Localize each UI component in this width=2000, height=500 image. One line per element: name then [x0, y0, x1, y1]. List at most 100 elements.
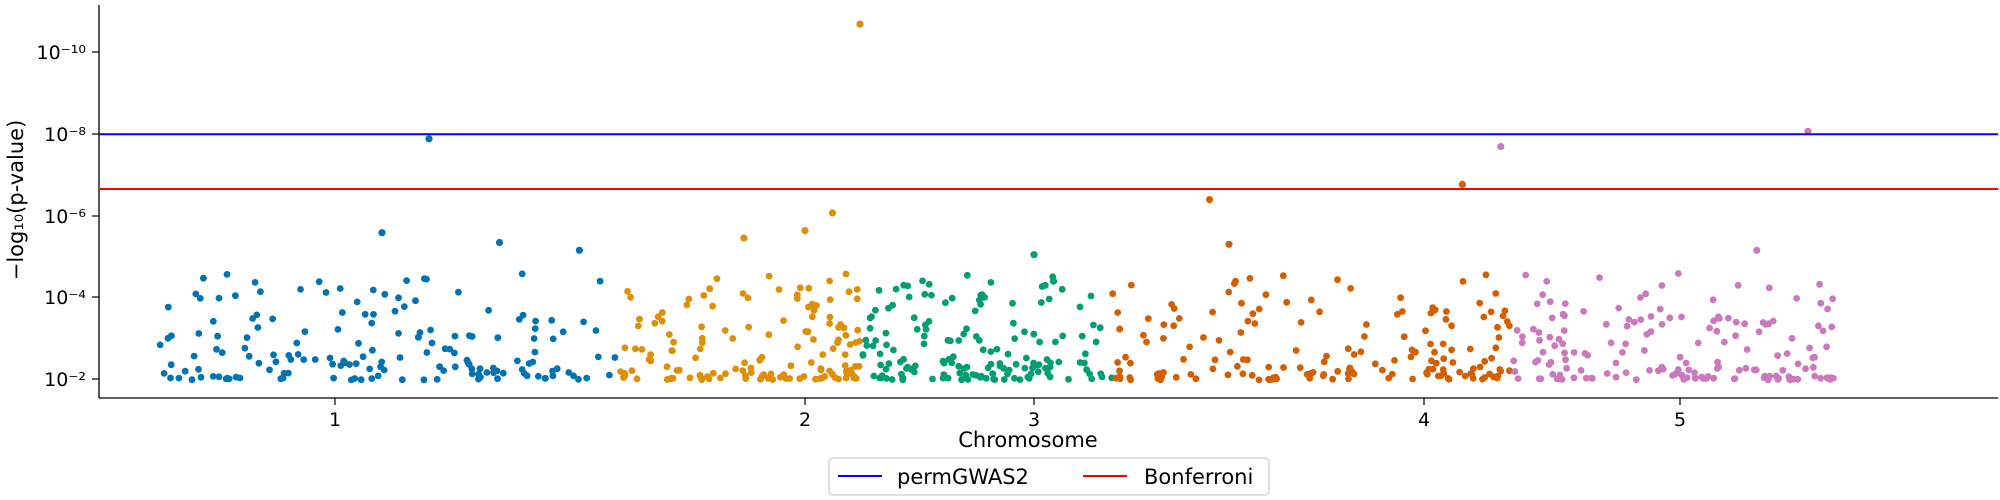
snp-point: [698, 323, 705, 331]
snp-point: [1431, 306, 1439, 314]
snp-point: [531, 348, 539, 356]
snp-point: [340, 357, 348, 365]
snp-point: [856, 338, 863, 345]
snp-point: [214, 332, 222, 340]
snp-point: [433, 375, 441, 383]
snp-point: [826, 296, 834, 303]
snp-point: [1209, 365, 1217, 373]
snp-point: [1732, 332, 1739, 340]
snp-point: [1047, 359, 1054, 367]
snp-point: [1440, 355, 1448, 363]
snp-point: [374, 372, 382, 380]
snp-point: [1570, 374, 1578, 382]
snp-point: [352, 360, 360, 368]
snp-point: [1319, 372, 1327, 380]
snp-point: [195, 330, 203, 337]
snp-point: [369, 346, 376, 354]
snp-point: [1037, 299, 1045, 306]
snp-point: [1513, 327, 1521, 334]
snp-point: [1397, 294, 1404, 302]
snp-point: [996, 362, 1004, 370]
snp-point: [245, 352, 253, 360]
snp-point: [1546, 298, 1554, 306]
snp-point: [1545, 361, 1553, 368]
snp-point: [888, 376, 896, 383]
snp-point: [1562, 356, 1569, 364]
snp-point: [1674, 270, 1682, 277]
snp-point: [1059, 332, 1067, 340]
snp-point: [1750, 366, 1758, 374]
snp-point: [769, 376, 777, 383]
snp-point: [1802, 365, 1809, 373]
snp-point: [882, 365, 890, 373]
x-tick-4: 4: [1418, 398, 1430, 431]
snp-point: [1394, 310, 1401, 318]
snp-point: [1431, 348, 1438, 356]
x-tick-label: 4: [1418, 409, 1430, 431]
snp-point-top: [1753, 246, 1761, 254]
snp-point: [846, 341, 854, 348]
snp-point: [243, 334, 251, 341]
x-tick-2: 2: [799, 398, 811, 431]
snp-point: [692, 354, 699, 362]
snp-point: [1055, 358, 1063, 366]
snp-point: [164, 303, 172, 311]
snp-point: [315, 278, 323, 286]
snp-point: [476, 365, 484, 373]
snp-point: [1551, 342, 1559, 350]
snp-point: [1034, 368, 1042, 376]
snp-point: [1306, 374, 1314, 382]
snp-point: [651, 319, 659, 327]
snp-point: [1779, 366, 1787, 374]
snp-point: [885, 360, 893, 367]
snp-point: [1713, 327, 1721, 335]
snp-point: [1114, 359, 1121, 366]
snp-point: [1494, 323, 1501, 331]
snp-point: [1238, 299, 1245, 307]
snp-point: [156, 341, 164, 349]
snp-point: [1065, 375, 1072, 383]
snp-point-top: [1497, 142, 1505, 151]
snp-point: [1439, 340, 1447, 348]
snp-point: [742, 372, 749, 379]
snp-point: [1511, 368, 1519, 375]
snp-point: [777, 373, 784, 381]
snp-point: [1514, 375, 1522, 382]
snp-point: [1480, 313, 1488, 321]
snp-point: [1172, 373, 1180, 381]
snp-point: [355, 339, 362, 347]
snp-point: [353, 298, 361, 306]
snp-point: [1092, 338, 1100, 346]
snp-point: [190, 352, 198, 360]
snp-point: [359, 353, 367, 361]
snp-point: [620, 374, 627, 381]
snp-point: [686, 374, 694, 382]
snp-point: [925, 318, 933, 325]
snp-point: [1296, 364, 1304, 372]
snp-point: [1036, 338, 1043, 346]
snp-point: [1186, 343, 1193, 351]
snp-point: [1734, 281, 1742, 289]
snp-point-top: [828, 209, 837, 217]
snp-point: [987, 279, 995, 286]
legend-frame: [828, 457, 1270, 496]
snp-point: [1619, 349, 1626, 356]
snp-point: [1710, 317, 1717, 325]
snp-point: [1492, 290, 1500, 297]
snp-point: [232, 292, 239, 300]
snp-point: [627, 293, 634, 301]
snp-point: [1637, 316, 1645, 323]
snp-point: [958, 376, 965, 384]
snp-point: [396, 354, 404, 361]
snp-point: [361, 310, 369, 318]
snp-point: [835, 323, 842, 331]
snp-point: [956, 369, 964, 377]
snp-point: [583, 374, 591, 382]
snp-point: [975, 296, 983, 304]
snp-point: [1144, 315, 1152, 322]
snp-point: [668, 347, 676, 354]
snp-point: [1699, 375, 1707, 382]
snp-point: [1116, 375, 1124, 383]
snp-point: [400, 303, 408, 310]
snp-point: [821, 373, 829, 380]
